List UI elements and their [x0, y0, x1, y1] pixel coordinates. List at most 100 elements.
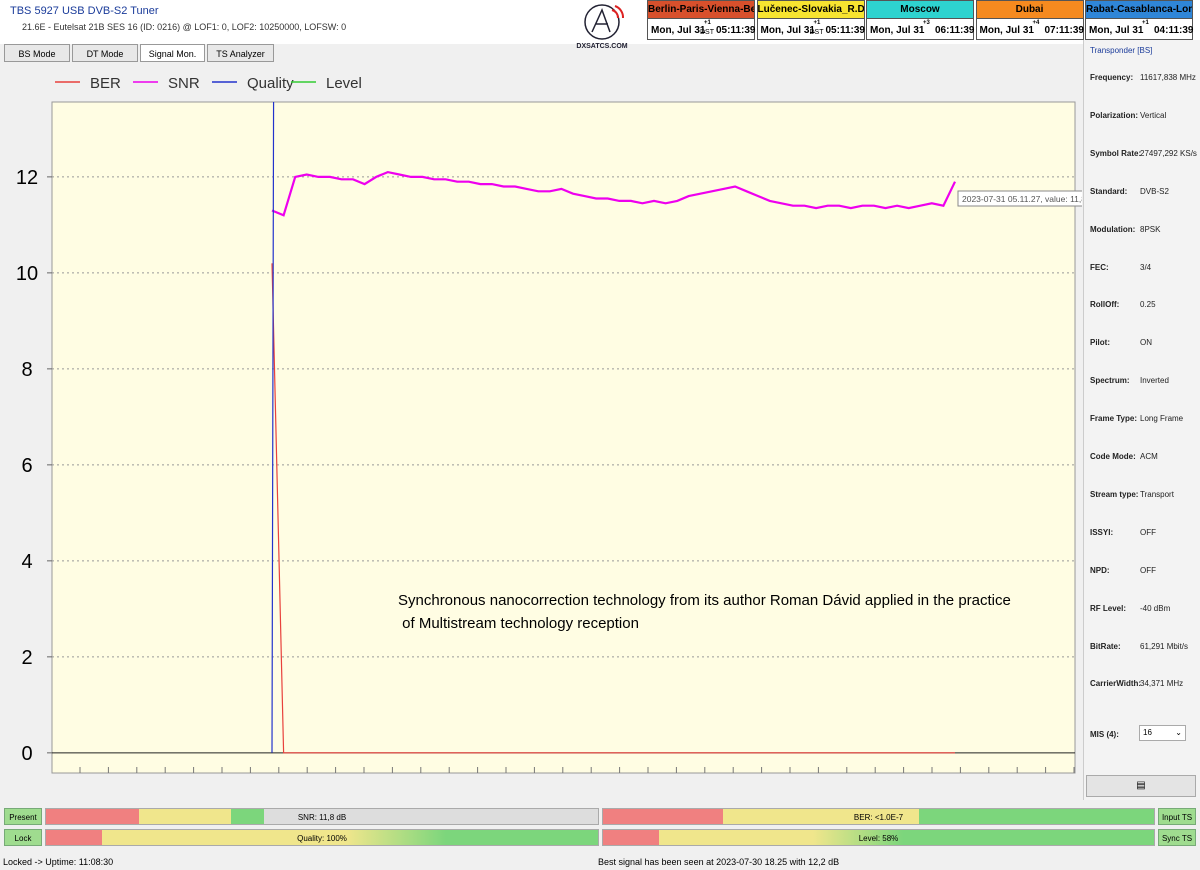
- clock-city: Rabat-Casablanca-London: [1086, 1, 1192, 19]
- clock-date: Mon, Jul 31: [760, 25, 815, 36]
- series-line: [271, 170, 956, 217]
- clock-time: 04:11:39: [1154, 25, 1194, 36]
- field-value: 0.25: [1140, 300, 1156, 310]
- clock-offset: +3: [923, 20, 930, 26]
- clock-offset: +1: [1142, 20, 1149, 26]
- legend-label: BER: [90, 75, 121, 92]
- clock-date: Mon, Jul 31: [1089, 25, 1144, 36]
- field-label: Modulation:: [1090, 224, 1136, 234]
- snr-text: SNR: 11,8 dB: [297, 813, 347, 822]
- tooltip: 2023-07-31 05.11.27, value: 11,899999618…: [962, 194, 1082, 204]
- field-label: Pilot:: [1090, 338, 1110, 348]
- clock-date: Mon, Jul 31: [979, 25, 1034, 36]
- clock-offset: +1: [813, 20, 821, 26]
- clock-date: Mon, Jul 31: [651, 25, 706, 36]
- field-label: CarrierWidth:: [1090, 679, 1142, 689]
- level-text: Level: 58%: [858, 834, 899, 843]
- field-value: Transport: [1140, 489, 1174, 499]
- clock-dst: DST: [809, 29, 824, 36]
- series-lines: [271, 102, 956, 754]
- clock-time: 06:11:39: [935, 25, 975, 36]
- clock-dst: DST: [700, 29, 714, 36]
- tuner-info: 21.6E - Eutelsat 21B SES 16 (ID: 0216) @…: [22, 22, 347, 32]
- field-label: Spectrum:: [1090, 376, 1130, 386]
- legend: BER SNR Quality Level: [55, 75, 362, 92]
- field-value: 61,291 Mbit/s: [1140, 641, 1189, 651]
- field-label: RF Level:: [1090, 603, 1127, 613]
- transponder-panel: Transponder [BS] Frequency: 11617,838 MHz…: [1083, 40, 1200, 800]
- clock-row: Mon, Jul 31 +4 07:11:39: [977, 19, 1084, 41]
- dropdown-arrow: ⌄: [1175, 728, 1182, 737]
- tooltip-box: [957, 190, 1082, 207]
- snr-bar: SNR: 11,8 dB: [45, 808, 599, 825]
- field-label: BitRate:: [1090, 641, 1121, 651]
- y-tick-label: 8: [21, 359, 32, 381]
- clock-offset: +1: [704, 20, 711, 26]
- input-ts-indicator: Input TS: [1158, 808, 1196, 825]
- clock-row: Mon, Jul 31 +3 06:11:39: [867, 19, 975, 41]
- ber-text: BER: <1.0E-7: [853, 813, 904, 822]
- sync-ts-indicator: Sync TS: [1158, 829, 1196, 846]
- panel-title: Transponder [BS]: [1090, 46, 1153, 55]
- logo: DXSATCS.COM: [576, 4, 628, 50]
- clock: Moscow Mon, Jul 31 +3 06:11:39: [866, 0, 974, 40]
- clock: Dubai Mon, Jul 31 +4 07:11:39: [975, 0, 1084, 41]
- y-tick-label: 2: [21, 647, 32, 669]
- clock-city: Berlin-Paris-Vienna-Belgrade: [648, 1, 754, 19]
- clock-offset: +4: [1032, 20, 1040, 26]
- clock-city: Dubai: [976, 1, 1083, 19]
- series-line: [271, 263, 955, 754]
- ber-bar: BER: <1.0E-7: [602, 808, 1155, 825]
- y-tick-label: 0: [21, 743, 32, 765]
- chart: 0 2 4 6 8 10 12 BER SNR Quality Level Synchronous…: [15, 75, 1082, 774]
- field-value: Long Frame: [1140, 414, 1184, 424]
- legend-label: Quality: [247, 75, 294, 92]
- annotation: Synchronous nanocorrection technology fr…: [398, 592, 1011, 609]
- mis-value: 16: [1143, 728, 1152, 737]
- field-label: Stream type:: [1090, 489, 1139, 499]
- y-tick-label: 10: [16, 263, 38, 285]
- clock-time: 07:11:39: [1044, 25, 1084, 36]
- app-title: TBS 5927 USB DVB-S2 Tuner: [10, 5, 159, 17]
- annotation: of Multistream technology reception: [398, 615, 639, 632]
- mis-select[interactable]: 16 ⌄: [1139, 725, 1186, 741]
- field-label: ISSYI:: [1090, 527, 1114, 537]
- clock-time: 05:11:39: [825, 25, 865, 36]
- field-label: Symbol Rate:: [1090, 148, 1142, 158]
- field-label: NPD:: [1090, 565, 1110, 575]
- field-label: RollOff:: [1090, 300, 1120, 310]
- clock-row: Mon, Jul 31 +1 04:11:39: [1086, 19, 1194, 41]
- field-label: Code Mode:: [1090, 452, 1136, 461]
- footer-best-signal: Best signal has been seen at 2023-07-30 …: [598, 857, 840, 867]
- panel-button[interactable]: ▤: [1086, 775, 1196, 797]
- mis-label: MIS (4):: [1090, 730, 1119, 739]
- plot-area: [51, 101, 1076, 774]
- field-label: FEC:: [1090, 262, 1109, 272]
- field-value: -40 dBm: [1140, 603, 1171, 613]
- present-indicator: Present: [4, 808, 42, 825]
- field-value: ACM: [1140, 452, 1158, 461]
- field-label: Polarization:: [1090, 110, 1139, 120]
- field-value: ON: [1140, 338, 1152, 348]
- field-value: DVB-S2: [1140, 186, 1169, 196]
- field-value: Inverted: [1140, 376, 1169, 386]
- logo-text: DXSATCS.COM: [576, 43, 627, 50]
- y-tick-label: 12: [16, 167, 38, 189]
- y-tick-label: 6: [21, 455, 32, 477]
- tab[interactable]: BS Mode: [4, 44, 70, 62]
- legend-label: SNR: [168, 75, 200, 92]
- field-value: 8PSK: [1140, 224, 1161, 234]
- field-value: OFF: [1140, 527, 1156, 537]
- tab[interactable]: Signal Mon.: [140, 44, 205, 62]
- field-label: Frame Type:: [1090, 414, 1137, 424]
- clock-row: Mon, Jul 31 +1 DST 05:11:39: [758, 19, 865, 41]
- field-label: Standard:: [1090, 186, 1128, 196]
- lock-indicator: Lock: [4, 829, 42, 846]
- tab[interactable]: DT Mode: [72, 44, 138, 62]
- legend-label: Level: [326, 75, 362, 92]
- field-value: 34,371 MHz: [1140, 679, 1184, 689]
- field-value: 3/4: [1140, 262, 1152, 272]
- clock-row: Mon, Jul 31 +1 DST 05:11:39: [648, 19, 756, 41]
- clock-time: 05:11:39: [716, 25, 756, 36]
